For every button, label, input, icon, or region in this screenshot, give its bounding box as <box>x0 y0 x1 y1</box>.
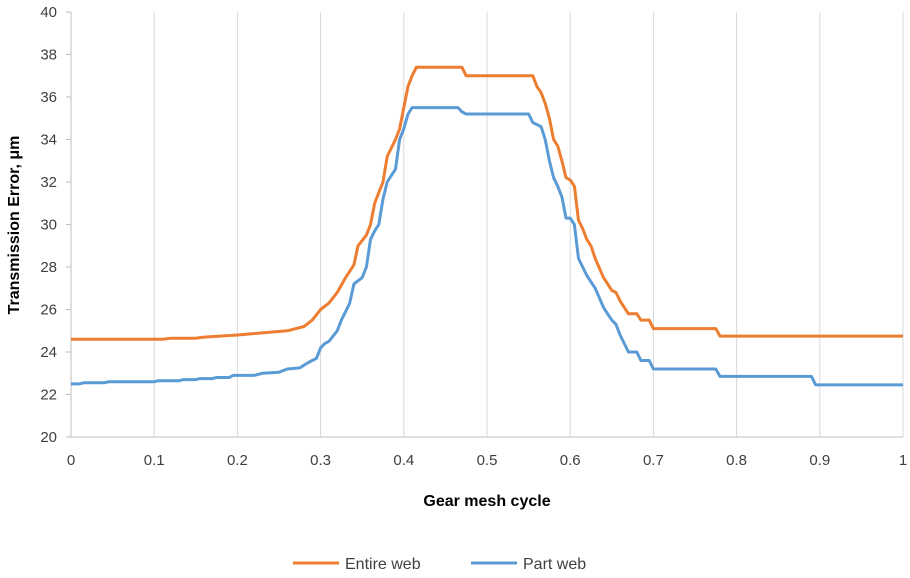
legend-label-part-web: Part web <box>523 556 586 573</box>
y-tick-label: 22 <box>40 387 57 404</box>
x-tick-label: 0.3 <box>310 452 331 469</box>
x-tick-label: 0.7 <box>643 452 664 469</box>
x-tick-label: 1 <box>899 452 907 469</box>
y-tick-label: 20 <box>40 429 57 446</box>
x-tick-label: 0 <box>67 452 75 469</box>
y-tick-label: 24 <box>40 344 57 361</box>
legend: Entire web Part web <box>293 556 586 573</box>
grid-lines <box>153 12 904 437</box>
y-tick-labels: 20 22 24 26 28 30 32 34 36 38 40 <box>40 4 57 446</box>
legend-label-entire-web: Entire web <box>345 556 421 573</box>
x-tick-labels: 0 0.1 0.2 0.3 0.4 0.5 0.6 0.7 0.8 0.9 1 <box>67 452 907 469</box>
y-tick-label: 30 <box>40 217 57 234</box>
y-tick-label: 28 <box>40 259 57 276</box>
y-tick-label: 36 <box>40 89 57 106</box>
x-tick-label: 0.9 <box>809 452 830 469</box>
y-tick-label: 40 <box>40 4 57 21</box>
series-line-part-web <box>71 106 903 387</box>
x-tick-label: 0.5 <box>477 452 498 469</box>
x-tick-label: 0.2 <box>227 452 248 469</box>
y-tick-label: 32 <box>40 174 57 191</box>
y-tick-label: 38 <box>40 47 57 64</box>
x-tick-label: 0.4 <box>393 452 414 469</box>
x-tick-label: 0.6 <box>560 452 581 469</box>
x-tick-label: 0.1 <box>144 452 165 469</box>
series-lines <box>71 65 903 387</box>
x-tick-label: 0.8 <box>726 452 747 469</box>
x-axis-title: Gear mesh cycle <box>423 493 550 510</box>
y-tick-label: 34 <box>40 132 57 149</box>
series-line-entire-web <box>71 65 903 341</box>
axes <box>66 11 903 438</box>
y-axis-title: Transmission Error, μm <box>6 136 23 315</box>
y-tick-label: 26 <box>40 302 57 319</box>
